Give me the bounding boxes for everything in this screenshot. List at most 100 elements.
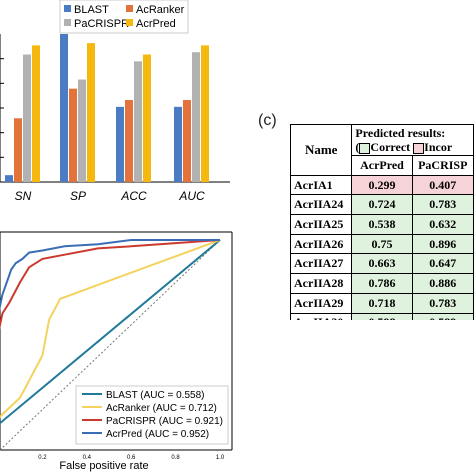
row-acrpred-value: 0.598 [351, 312, 413, 320]
prediction-table-wrapper: Name Predicted results: ( Correct Incor A… [290, 124, 474, 320]
row-pacrispr-value: 0.886 [411, 273, 474, 294]
bar-acrpred-acc [143, 54, 151, 182]
bar-x-tick-label: SN [15, 189, 32, 203]
roc-diagonal [0, 239, 221, 451]
bar-chart-bars [5, 34, 209, 183]
row-pacrispr-value: 0.589 [411, 312, 474, 320]
row-pacrispr-value: 0.647 [411, 253, 474, 275]
correct-swatch [359, 142, 371, 154]
roc-legend-frame [75, 385, 229, 445]
roc-curve-1 [0, 239, 221, 418]
legend-incorrect-label: Incor [424, 140, 453, 154]
bar-x-tick-label: SP [70, 189, 86, 203]
row-name: AcrIIA29 [290, 292, 353, 314]
row-name: AcrIA1 [290, 174, 353, 196]
row-name: AcrIIA27 [290, 253, 353, 275]
table-row: AcrIIA27 0.663 0.647 [290, 253, 474, 275]
row-acrpred-value: 0.663 [351, 253, 413, 275]
roc-curve-2 [0, 239, 221, 330]
bar-chart-x-tick-labels: SN SP ACC AUC [15, 189, 205, 203]
row-acrpred-value: 0.538 [351, 214, 413, 235]
table-row: AcrIIA24 0.724 0.783 [290, 194, 474, 216]
row-pacrispr-value: 0.783 [411, 194, 474, 216]
bar-pacrispr-auc [192, 52, 200, 182]
column-header-acrpred: AcrPred [351, 155, 413, 176]
table-row: AcrIA1 0.299 0.407 [290, 174, 474, 196]
roc-legend-label-0: BLAST (AUC = 0.558) [106, 390, 204, 401]
bar-acranker-sn [14, 118, 22, 182]
legend-swatch-acranker [126, 5, 133, 12]
legend-open-paren: ( [355, 140, 360, 154]
prediction-table: Name Predicted results: ( Correct Incor A… [290, 124, 474, 320]
row-acrpred-value: 0.718 [351, 292, 413, 314]
panel-label-c: (c) [258, 112, 277, 129]
bar-acranker-sp [69, 88, 77, 182]
roc-x-tick-label: 1.0 [216, 455, 225, 461]
table-row: AcrIIA28 0.786 0.886 [290, 273, 474, 294]
bar-blast-auc [174, 106, 182, 182]
row-name: AcrIIA25 [290, 214, 353, 235]
bar-blast-acc [116, 106, 124, 182]
roc-legend-label-3: AcrPred (AUC = 0.952) [106, 429, 209, 440]
row-name: AcrIIA28 [290, 273, 353, 294]
incorrect-swatch [413, 142, 425, 154]
roc-x-axis-label: False positive rate [59, 460, 148, 472]
bar-pacrispr-sp [78, 79, 86, 182]
legend-swatch-acrpred [126, 19, 133, 26]
roc-x-tick-label: 0.8 [171, 455, 180, 461]
bar-blast-sp [60, 34, 68, 182]
row-acrpred-value: 0.724 [351, 194, 413, 216]
legend-label-acranker: AcRanker [136, 4, 185, 16]
row-name: AcrIIA24 [290, 194, 353, 216]
roc-legend-label-1: AcRanker (AUC = 0.712) [106, 403, 217, 414]
roc-curve-3 [0, 239, 220, 311]
column-header-name: Name [290, 124, 353, 176]
bar-pacrispr-sn [23, 54, 31, 182]
row-pacrispr-value: 0.896 [411, 233, 474, 255]
roc-x-tick-label: 0.2 [38, 455, 47, 461]
row-acrpred-value: 0.299 [351, 174, 413, 196]
row-name: AcrIIA26 [290, 233, 353, 255]
roc-x-tick-label: 0.6 [127, 455, 136, 461]
bar-pacrispr-acc [134, 61, 142, 183]
roc-curve-0 [0, 239, 221, 425]
table-row: AcrIIA26 0.75 0.896 [290, 233, 474, 255]
bar-acrpred-sp [87, 43, 95, 182]
row-acrpred-value: 0.786 [351, 273, 413, 294]
bar-acrpred-auc [201, 45, 209, 183]
column-header-pacrispr: PaCRISP [411, 155, 474, 176]
bar-acranker-auc [183, 100, 191, 182]
bar-x-tick-label: AUC [178, 189, 205, 203]
row-acrpred-value: 0.75 [351, 233, 413, 255]
legend-swatch-blast [64, 5, 71, 12]
predicted-results-title: Predicted results: [355, 126, 446, 140]
row-pacrispr-value: 0.407 [411, 174, 474, 196]
table-row: AcrIIA300.5980.589 [290, 312, 474, 320]
bar-chart-y-ticks [0, 58, 4, 183]
bar-x-tick-label: ACC [120, 189, 147, 203]
bar-blast-sn [5, 175, 13, 182]
roc-curves [0, 239, 221, 425]
legend-label-pacrispr: PaCRISPR [74, 18, 129, 30]
table-row: AcrIIA25 0.538 0.632 [290, 214, 474, 235]
roc-chart: 0.2 0.4 0.6 0.8 1.0 False positive rate BLAS… [0, 231, 233, 472]
bar-chart: SN SP ACC AUC BLAST AcRanker PaCRISPR AcrPred [0, 0, 230, 203]
legend-correct-label: Correct [370, 140, 411, 154]
legend-label-acrpred: AcrPred [136, 18, 176, 30]
bar-chart-legend: BLAST AcRanker PaCRISPR AcrPred [59, 0, 189, 34]
bar-acranker-acc [125, 100, 133, 182]
bar-acrpred-sn [32, 45, 40, 183]
roc-legend-label-2: PaCRISPR (AUC = 0.921) [106, 416, 223, 427]
predicted-results-header: Predicted results: ( Correct Incor [351, 124, 474, 156]
bar-legend-frame [59, 0, 189, 34]
table-header-row-1: Name Predicted results: ( Correct Incor [290, 124, 474, 176]
roc-x-tick-labels: 0.2 0.4 0.6 0.8 1.0 [38, 455, 225, 461]
legend-label-blast: BLAST [74, 4, 109, 16]
row-pacrispr-value: 0.632 [411, 214, 474, 235]
row-pacrispr-value: 0.783 [411, 292, 474, 314]
table-body: AcrIA1 0.299 0.407 AcrIIA24 0.724 0.783 AcrIIA… [290, 174, 474, 320]
table-row: AcrIIA29 0.718 0.783 [290, 292, 474, 314]
roc-x-tick-label: 0.4 [83, 455, 92, 461]
result-legend: ( Correct Incor [355, 140, 470, 154]
